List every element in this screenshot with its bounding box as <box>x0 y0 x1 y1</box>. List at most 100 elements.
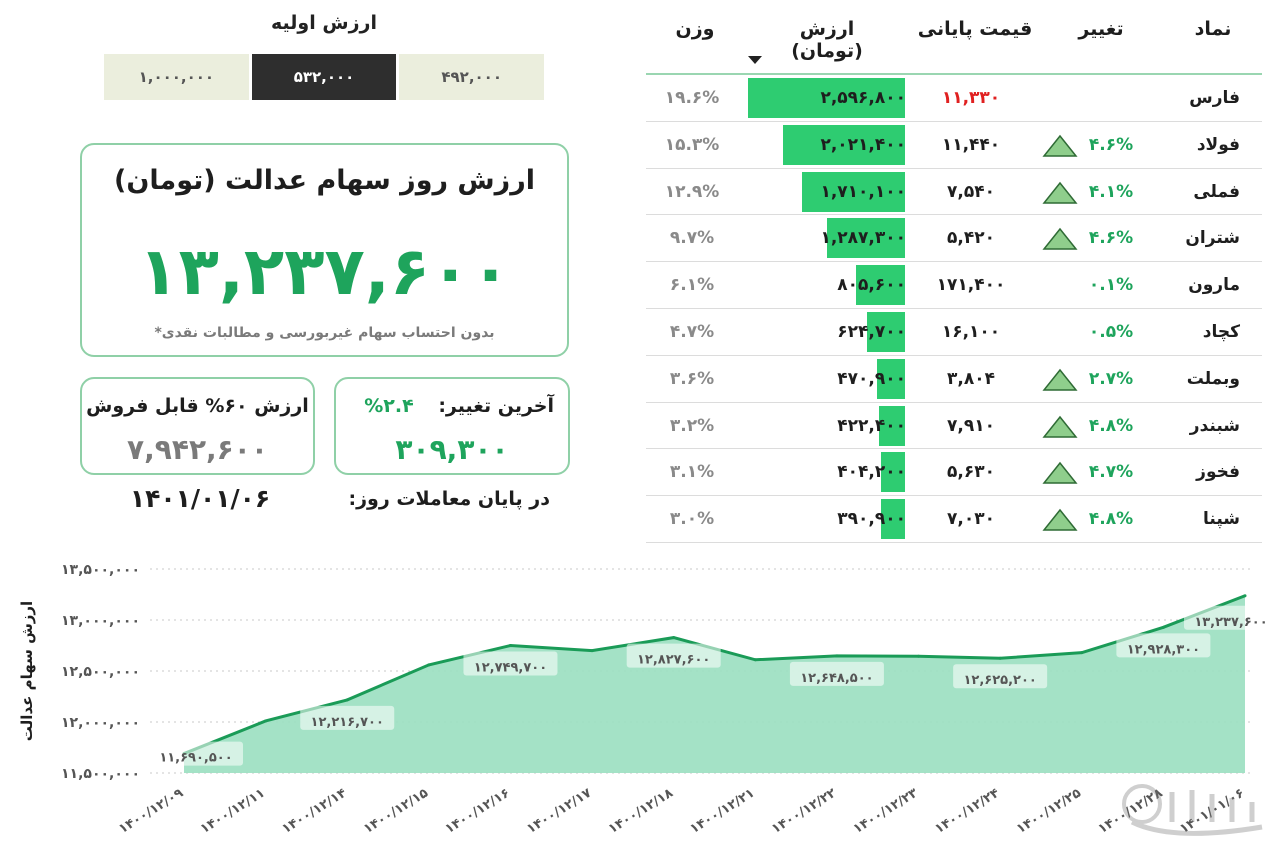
row-value: ۲,۵۹۶,۸۰۰ <box>820 88 906 108</box>
sellable-value-label: ارزش ۶۰% قابل فروش <box>86 395 309 417</box>
data-point <box>672 636 676 640</box>
row-change <box>1076 75 1146 121</box>
data-label: ۱۲,۶۴۸,۵۰۰ <box>800 671 873 686</box>
up-arrow-icon <box>1042 134 1078 158</box>
data-label: ۱۲,۶۲۵,۲۰۰ <box>963 673 1036 688</box>
row-value-bar <box>748 78 905 118</box>
header-close[interactable]: قیمت پایانی <box>917 18 1033 40</box>
table-row[interactable]: شپنا ۴.۸% ۷,۰۳۰ ۳۹۰,۹۰۰ ۳.۰% <box>646 496 1262 543</box>
table-row[interactable]: فملی ۴.۱% ۷,۵۴۰ ۱,۷۱۰,۱۰۰ ۱۲.۹% <box>646 169 1262 216</box>
row-close-price: ۱۱,۴۴۰ <box>941 134 1001 155</box>
row-symbol[interactable]: فخوز <box>1196 462 1240 483</box>
row-change: ۲.۷% <box>1088 368 1134 389</box>
table-row[interactable]: مارون ۰.۱% ۱۷۱,۴۰۰ ۸۰۵,۶۰۰ ۶.۱% <box>646 262 1262 309</box>
data-point <box>345 698 349 702</box>
table-row[interactable]: فارس ۱۱,۳۳۰ ۲,۵۹۶,۸۰۰ ۱۹.۶% <box>646 75 1262 122</box>
x-tick-label: ۱۴۰۰/۱۲/۲۴ <box>932 786 1002 837</box>
up-arrow-icon <box>1042 368 1078 392</box>
row-weight: ۳.۶% <box>669 368 715 389</box>
end-of-day-label: در پایان معاملات روز: <box>348 488 550 510</box>
row-value: ۴۲۲,۴۰۰ <box>837 415 906 436</box>
data-point <box>590 649 594 653</box>
last-change-label-row: آخرین تغییر: ۲.۴% <box>364 395 554 417</box>
last-change-card: آخرین تغییر: ۲.۴% ۳۰۹,۳۰۰ <box>334 377 570 475</box>
initial-value-tabs: ۱,۰۰۰,۰۰۰ ۵۳۲,۰۰۰ ۴۹۲,۰۰۰ <box>104 54 545 100</box>
table-row[interactable]: کچاد ۰.۵% ۱۶,۱۰۰ ۶۲۴,۷۰۰ ۴.۷% <box>646 309 1262 356</box>
table-header-divider <box>646 73 1262 75</box>
row-close-price: ۱۷۱,۴۰۰ <box>936 275 1006 296</box>
table-row[interactable]: وبملت ۲.۷% ۳,۸۰۴ ۴۷۰,۹۰۰ ۳.۶% <box>646 356 1262 403</box>
data-label: ۱۲,۹۲۸,۳۰۰ <box>1127 642 1200 657</box>
header-weight[interactable]: وزن <box>675 18 715 40</box>
x-tick-label: ۱۴۰۰/۱۲/۲۲ <box>769 786 839 837</box>
daily-value-amount: ۱۳,۲۳۷,۶۰۰ <box>138 233 511 310</box>
header-symbol[interactable]: نماد <box>1194 18 1232 40</box>
x-tick-label: ۱۴۰۰/۱۲/۱۸ <box>606 786 676 837</box>
x-tick-label: ۱۴۰۰/۱۲/۰۹ <box>116 786 186 837</box>
data-label: ۱۲,۲۱۶,۷۰۰ <box>311 715 384 730</box>
data-point <box>1161 625 1165 629</box>
row-value-bar <box>827 218 905 259</box>
header-change[interactable]: تغییر <box>1078 18 1124 40</box>
row-symbol[interactable]: کچاد <box>1202 321 1240 342</box>
row-symbol[interactable]: فولاد <box>1196 134 1240 155</box>
row-value-bar <box>881 452 905 493</box>
header-value[interactable]: ارزش (تومان) <box>791 18 863 62</box>
table-row[interactable]: شتران ۴.۶% ۵,۴۲۰ ۱,۲۸۷,۳۰۰ ۹.۷% <box>646 215 1262 263</box>
data-point <box>998 656 1002 660</box>
initial-value-option-532000[interactable]: ۵۳۲,۰۰۰ <box>251 54 397 100</box>
table-row[interactable]: شبندر ۴.۸% ۷,۹۱۰ ۴۲۲,۴۰۰ ۳.۲% <box>646 403 1262 450</box>
area-fill <box>184 595 1245 773</box>
data-label-box <box>149 741 243 766</box>
row-weight: ۴.۷% <box>669 321 715 342</box>
last-change-percent: ۲.۴% <box>364 395 414 417</box>
row-value: ۳۹۰,۹۰۰ <box>837 509 906 530</box>
row-symbol[interactable]: فملی <box>1193 181 1240 202</box>
value-history-svg: ۱۱,۵۰۰,۰۰۰ ۱۲,۰۰۰,۰۰۰ ۱۲,۵۰۰,۰۰۰ ۱۳,۰۰۰,۰۰۰… <box>18 562 1278 837</box>
row-close-price: ۱۶,۱۰۰ <box>941 321 1001 342</box>
x-tick-label: ۱۴۰۰/۱۲/۱۵ <box>361 786 431 837</box>
data-point <box>835 654 839 658</box>
row-change: ۰.۱% <box>1088 275 1134 296</box>
row-close-price: ۱۱,۳۳۰ <box>941 88 1001 108</box>
row-weight: ۱۵.۳% <box>664 134 720 155</box>
data-label-box <box>626 643 721 668</box>
y-tick-label: ۱۲,۰۰۰,۰۰۰ <box>61 715 140 731</box>
value-history-chart: ۱۱,۵۰۰,۰۰۰ ۱۲,۰۰۰,۰۰۰ ۱۲,۵۰۰,۰۰۰ ۱۳,۰۰۰,۰۰۰… <box>0 540 1280 858</box>
row-symbol[interactable]: مارون <box>1188 275 1240 296</box>
row-value: ۶۲۴,۷۰۰ <box>837 321 906 342</box>
row-change: ۴.۶% <box>1088 134 1134 155</box>
row-symbol[interactable]: شبندر <box>1189 415 1240 436</box>
row-symbol[interactable]: شتران <box>1185 228 1240 249</box>
sort-caret-icon[interactable] <box>748 56 762 64</box>
data-point <box>1243 594 1247 598</box>
row-close-price: ۳,۸۰۴ <box>947 368 995 389</box>
table-row[interactable]: فخوز ۴.۷% ۵,۶۳۰ ۴۰۴,۲۰۰ ۳.۱% <box>646 449 1262 497</box>
x-tick-label: ۱۴۰۰/۱۲/۲۳ <box>851 786 921 837</box>
row-symbol[interactable]: فارس <box>1189 88 1240 108</box>
x-tick-label: ۱۴۰۰/۱۲/۲۵ <box>1014 786 1084 837</box>
up-arrow-icon <box>1042 181 1078 205</box>
row-symbol[interactable]: شپنا <box>1203 509 1240 530</box>
row-value: ۱,۲۸۷,۳۰۰ <box>820 228 906 249</box>
daily-value-title: ارزش روز سهام عدالت (تومان) <box>113 165 536 196</box>
initial-value-option-1000000[interactable]: ۱,۰۰۰,۰۰۰ <box>104 54 249 100</box>
row-close-price: ۵,۴۲۰ <box>947 228 995 249</box>
last-change-label: آخرین تغییر: <box>438 395 554 417</box>
row-value: ۴۰۴,۲۰۰ <box>837 462 906 483</box>
up-arrow-icon <box>1042 461 1078 485</box>
data-label-box <box>789 661 884 686</box>
initial-value-option-492000[interactable]: ۴۹۲,۰۰۰ <box>399 54 545 100</box>
watermark-logo <box>1122 784 1263 836</box>
row-symbol[interactable]: وبملت <box>1186 368 1240 389</box>
y-tick-label: ۱۱,۵۰۰,۰۰۰ <box>61 766 140 782</box>
row-close-price: ۷,۵۴۰ <box>947 181 995 202</box>
row-value-bar <box>881 499 905 540</box>
row-weight: ۳.۱% <box>669 462 715 483</box>
initial-value-title: ارزش اولیه <box>271 12 377 34</box>
row-value-bar <box>877 358 905 399</box>
row-value-bar <box>867 311 905 352</box>
table-row[interactable]: فولاد ۴.۶% ۱۱,۴۴۰ ۲,۰۲۱,۴۰۰ ۱۵.۳% <box>646 122 1262 169</box>
row-weight: ۶.۱% <box>669 275 715 296</box>
row-weight: ۹.۷% <box>669 228 715 249</box>
